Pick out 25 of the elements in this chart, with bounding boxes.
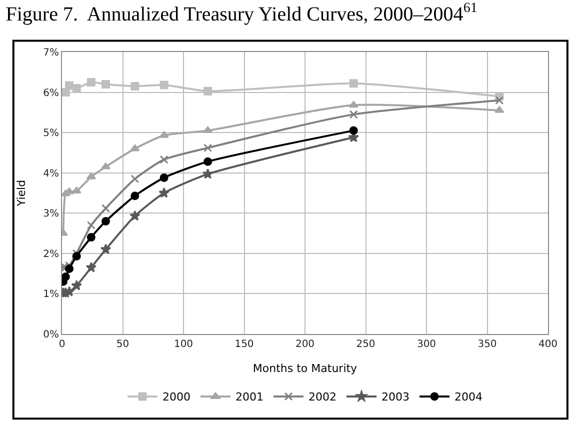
x-tick-label: 50 — [116, 339, 130, 350]
y-tick-label: 4% — [43, 168, 59, 180]
x-tick-label: 100 — [174, 339, 194, 350]
x-tick-label: 250 — [356, 339, 376, 350]
x-tick-label: 300 — [416, 339, 436, 350]
x-axis-title: Months to Maturity — [252, 362, 358, 376]
x-tick-label: 0 — [58, 339, 66, 350]
legend-label: 2001 — [236, 390, 264, 404]
y-tick-label: 1% — [43, 289, 59, 300]
x-tick-label: 200 — [295, 339, 315, 350]
y-tick-label: 6% — [43, 88, 59, 99]
x-tick-label: 400 — [538, 339, 558, 350]
y-tick-label: 2% — [43, 248, 59, 260]
y-tick-label: 3% — [43, 208, 59, 220]
x-tick-label: 150 — [234, 339, 254, 350]
y-tick-label: 5% — [43, 128, 59, 140]
legend-label: 2004 — [454, 390, 482, 404]
y-axis-title: Yield — [14, 180, 28, 208]
legend-label: 2003 — [382, 390, 410, 404]
y-tick-label: 0% — [43, 330, 59, 340]
chart-title: Figure 7. Annualized Treasury Yield Curves, 2000–2004$^{61}$ — [6, 1, 478, 26]
legend-label: 2000 — [162, 390, 190, 404]
legend-label: 2002 — [308, 390, 336, 404]
x-tick-label: 350 — [478, 339, 497, 350]
y-tick-label: 7% — [43, 48, 59, 58]
